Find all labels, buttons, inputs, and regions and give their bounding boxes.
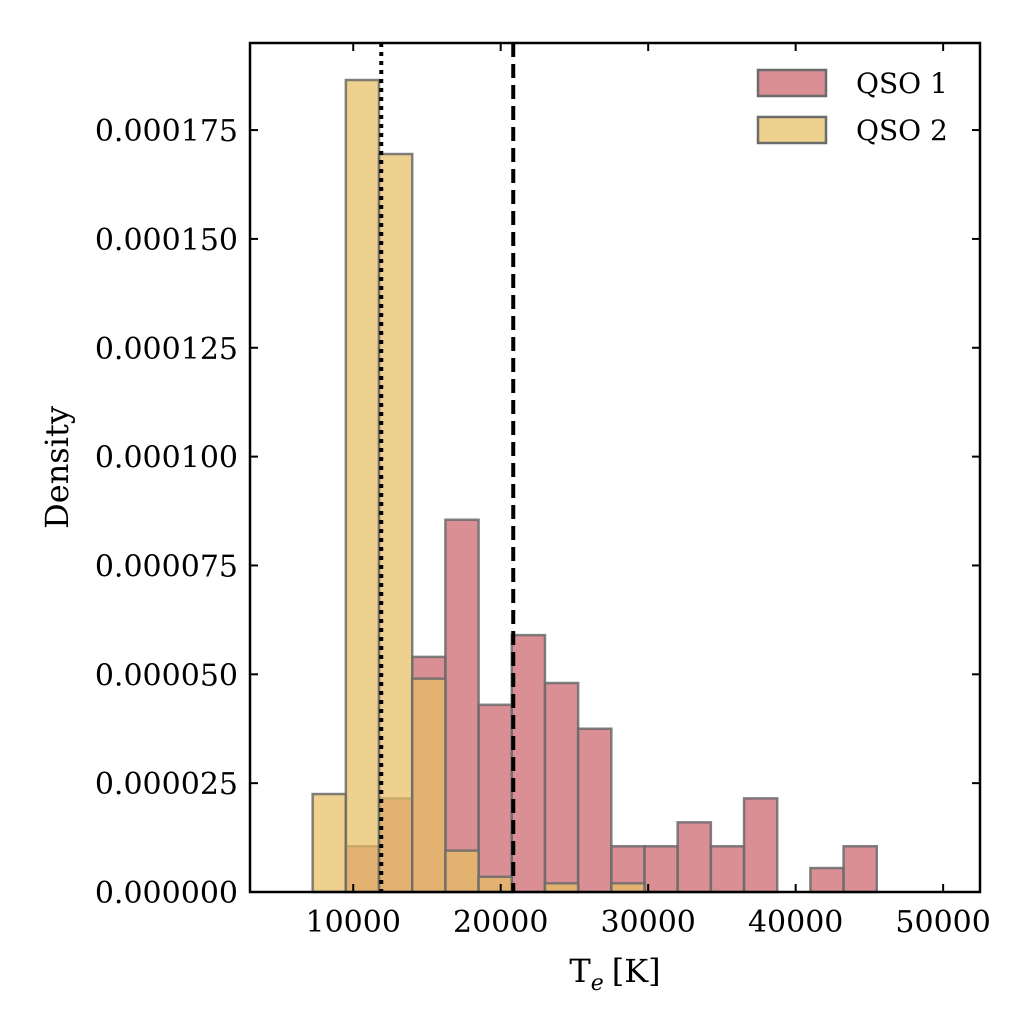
bars-layer [311, 78, 879, 894]
histogram-bar-series-1 [842, 845, 879, 894]
axis-ticks: 10000 20000 30000 40000 50000 0.000000 0.00002… [95, 43, 991, 940]
histogram-bar-series-1 [676, 821, 713, 894]
histogram-bar-series-1 [809, 866, 845, 894]
x-tick-label: 40000 [748, 905, 843, 940]
histogram-bar-series-2 [444, 849, 480, 894]
legend-label-series-1: QSO 1 [856, 67, 948, 100]
legend-label-series-2: QSO 2 [856, 114, 948, 147]
y-tick-label: 0.000175 [95, 114, 238, 149]
x-tick-label: 50000 [895, 905, 990, 940]
y-tick-label: 0.000000 [95, 876, 238, 911]
histogram-bar-series-2 [344, 78, 381, 894]
histogram-bar-series-2 [377, 152, 414, 894]
x-axis-label: Te [K] [569, 952, 660, 996]
legend: QSO 1 QSO 2 [756, 67, 948, 147]
y-tick-label: 0.000050 [95, 658, 238, 693]
y-axis-label: Density [38, 406, 76, 529]
x-tick-label: 10000 [306, 905, 401, 940]
histogram-bar-series-1 [444, 518, 480, 894]
histogram-bar-series-1 [543, 681, 580, 894]
y-tick-label: 0.000075 [95, 549, 238, 584]
histogram-bar-series-1 [709, 845, 746, 894]
histogram-bar-series-2 [477, 875, 514, 894]
y-tick-label: 0.000150 [95, 223, 238, 258]
histogram-bar-series-1 [643, 845, 679, 894]
x-axis-label-main: T [569, 952, 591, 990]
x-tick-label: 20000 [453, 905, 548, 940]
legend-swatch-series-1 [756, 68, 828, 98]
histogram-bar-series-2 [410, 677, 447, 894]
reference-lines [379, 43, 516, 892]
histogram-bar-series-2 [610, 882, 646, 894]
histogram-bar-series-2 [543, 882, 580, 894]
x-axis-label-unit: [K] [612, 952, 661, 990]
x-axis-label-subscript: e [591, 971, 604, 996]
legend-swatch-series-2 [756, 115, 828, 145]
histogram-bar-series-1 [576, 727, 613, 894]
histogram-bar-series-1 [742, 797, 779, 894]
y-tick-label: 0.000100 [95, 441, 238, 476]
y-tick-label: 0.000025 [95, 767, 238, 802]
y-tick-label: 0.000125 [95, 332, 238, 367]
histogram-bar-series-1 [510, 633, 547, 894]
plot-frame [248, 41, 982, 894]
histogram-bar-series-2 [311, 792, 348, 894]
histogram-bar-series-1 [477, 703, 514, 894]
x-tick-label: 30000 [600, 905, 695, 940]
